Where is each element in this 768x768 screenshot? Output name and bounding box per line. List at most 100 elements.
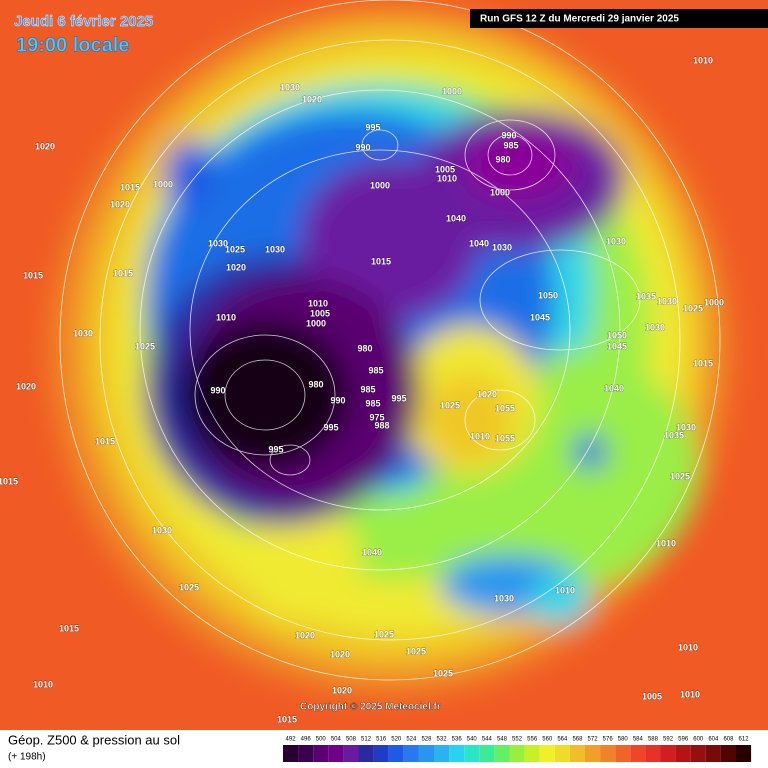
pressure-label: 1025	[225, 244, 245, 254]
pressure-label: 1020	[110, 199, 130, 209]
pressure-label: 990	[210, 385, 225, 395]
pressure-label: 1030	[492, 242, 512, 252]
legend-label: 504	[331, 737, 342, 743]
pressure-label: 990	[330, 395, 345, 405]
pressure-label: 1025	[683, 303, 703, 313]
pressure-label: 1015	[113, 268, 133, 278]
pressure-label: 1015	[0, 476, 18, 486]
run: Run GFS 12 Z du Mercredi 29 janvier 2025	[480, 14, 679, 25]
legend-label: 576	[603, 737, 614, 743]
legend-swatch	[358, 745, 374, 762]
legend-label: 540	[467, 737, 478, 743]
pressure-label: 1020	[16, 381, 36, 391]
legend-swatch	[630, 745, 646, 762]
pressure-label: 1010	[693, 55, 713, 65]
pressure-label: 1020	[302, 94, 322, 104]
pressure-label: 1015	[95, 436, 115, 446]
pressure-label: 1000	[370, 180, 390, 190]
pressure-label: 995	[365, 122, 380, 132]
pressure-label: 1000	[704, 297, 724, 307]
pressure-label: 1035	[636, 291, 656, 301]
legend-swatch	[524, 745, 540, 762]
legend-swatch	[328, 745, 344, 762]
legend-label: 592	[663, 737, 674, 743]
legend-label: 512	[361, 737, 372, 743]
pressure-label: 1015	[371, 256, 391, 266]
pressure-label: 1050	[607, 330, 627, 340]
pressure-label: 1025	[135, 341, 155, 351]
legend-label: 568	[572, 737, 583, 743]
pressure-labels: 1020103010201000995990990985980100010051…	[0, 55, 725, 725]
legend-label: 536	[452, 737, 463, 743]
legend-label: 524	[406, 737, 417, 743]
legend-swatch	[418, 745, 434, 762]
pressure-label: 1010	[216, 312, 236, 322]
legend-swatch	[705, 745, 721, 762]
pressure-label: 1015	[23, 270, 43, 280]
legend-swatch	[569, 745, 585, 762]
pressure-label: 1040	[469, 238, 489, 248]
pressure-label: 1010	[33, 679, 53, 689]
pressure-label: 995	[323, 422, 338, 432]
legend-swatch	[479, 745, 495, 762]
pressure-label: 1045	[607, 341, 627, 351]
pressure-label: 1020	[332, 685, 352, 695]
legend-label: 528	[421, 737, 432, 743]
pressure-label: 995	[391, 393, 406, 403]
legend-swatch	[464, 745, 480, 762]
legend-swatch	[660, 745, 676, 762]
legend-label: 492	[286, 737, 297, 743]
pressure-label: 1040	[362, 547, 382, 557]
pressure-label: 1030	[152, 525, 172, 535]
pressure-label: 1005	[435, 164, 455, 174]
legend-swatch	[313, 745, 329, 762]
legend-swatch	[403, 745, 419, 762]
pressure-label: 1010	[678, 642, 698, 652]
pressure-label: 988	[374, 420, 389, 430]
legend-swatch	[600, 745, 616, 762]
pressure-label: 1020	[226, 262, 246, 272]
pressure-label: 980	[308, 379, 323, 389]
pressure-label: 990	[501, 130, 516, 140]
legend-label: 584	[633, 737, 644, 743]
pressure-label: 1025	[440, 400, 460, 410]
legend-swatch	[494, 745, 510, 762]
legend-swatch	[388, 745, 404, 762]
pressure-label: 1020	[35, 141, 55, 151]
legend-label: 564	[557, 737, 568, 743]
legend-label: 596	[678, 737, 689, 743]
legend: 492 496 500 504 508 512 516 520 524 528 532 536 540 5…	[283, 737, 752, 762]
isobars	[59, 0, 721, 681]
pressure-label: 1000	[153, 179, 173, 189]
pressure-label: 980	[495, 154, 510, 164]
pressure-label: 1045	[530, 312, 550, 322]
pressure-label: 985	[360, 384, 375, 394]
pressure-label: 980	[357, 343, 372, 353]
legend-label: 544	[482, 737, 493, 743]
pressure-label: 990	[355, 142, 370, 152]
pressure-label: 1010	[470, 431, 490, 441]
pressure-label: 985	[503, 140, 518, 150]
legend-swatch	[675, 745, 691, 762]
legend-swatch	[343, 745, 359, 762]
pressure-label: 1000	[442, 86, 462, 96]
legend-swatch	[373, 745, 389, 762]
pressure-label: 1030	[657, 296, 677, 306]
pressure-label: 1020	[295, 630, 315, 640]
legend-label: 604	[708, 737, 719, 743]
pressure-label: 1000	[490, 187, 510, 197]
legend-swatch	[615, 745, 631, 762]
pressure-label: 1025	[406, 646, 426, 656]
legend-label: 608	[723, 737, 734, 743]
pressure-label: 1030	[606, 236, 626, 246]
pressure-label: 985	[365, 398, 380, 408]
pressure-label: 1030	[265, 244, 285, 254]
pressure-label: 1050	[538, 290, 558, 300]
pressure-label: 1030	[73, 328, 93, 338]
legend-swatch	[434, 745, 450, 762]
legend-swatch	[720, 745, 736, 762]
pressure-label: 1015	[693, 358, 713, 368]
pressure-label: 1030	[676, 422, 696, 432]
legend-swatch	[736, 745, 752, 762]
